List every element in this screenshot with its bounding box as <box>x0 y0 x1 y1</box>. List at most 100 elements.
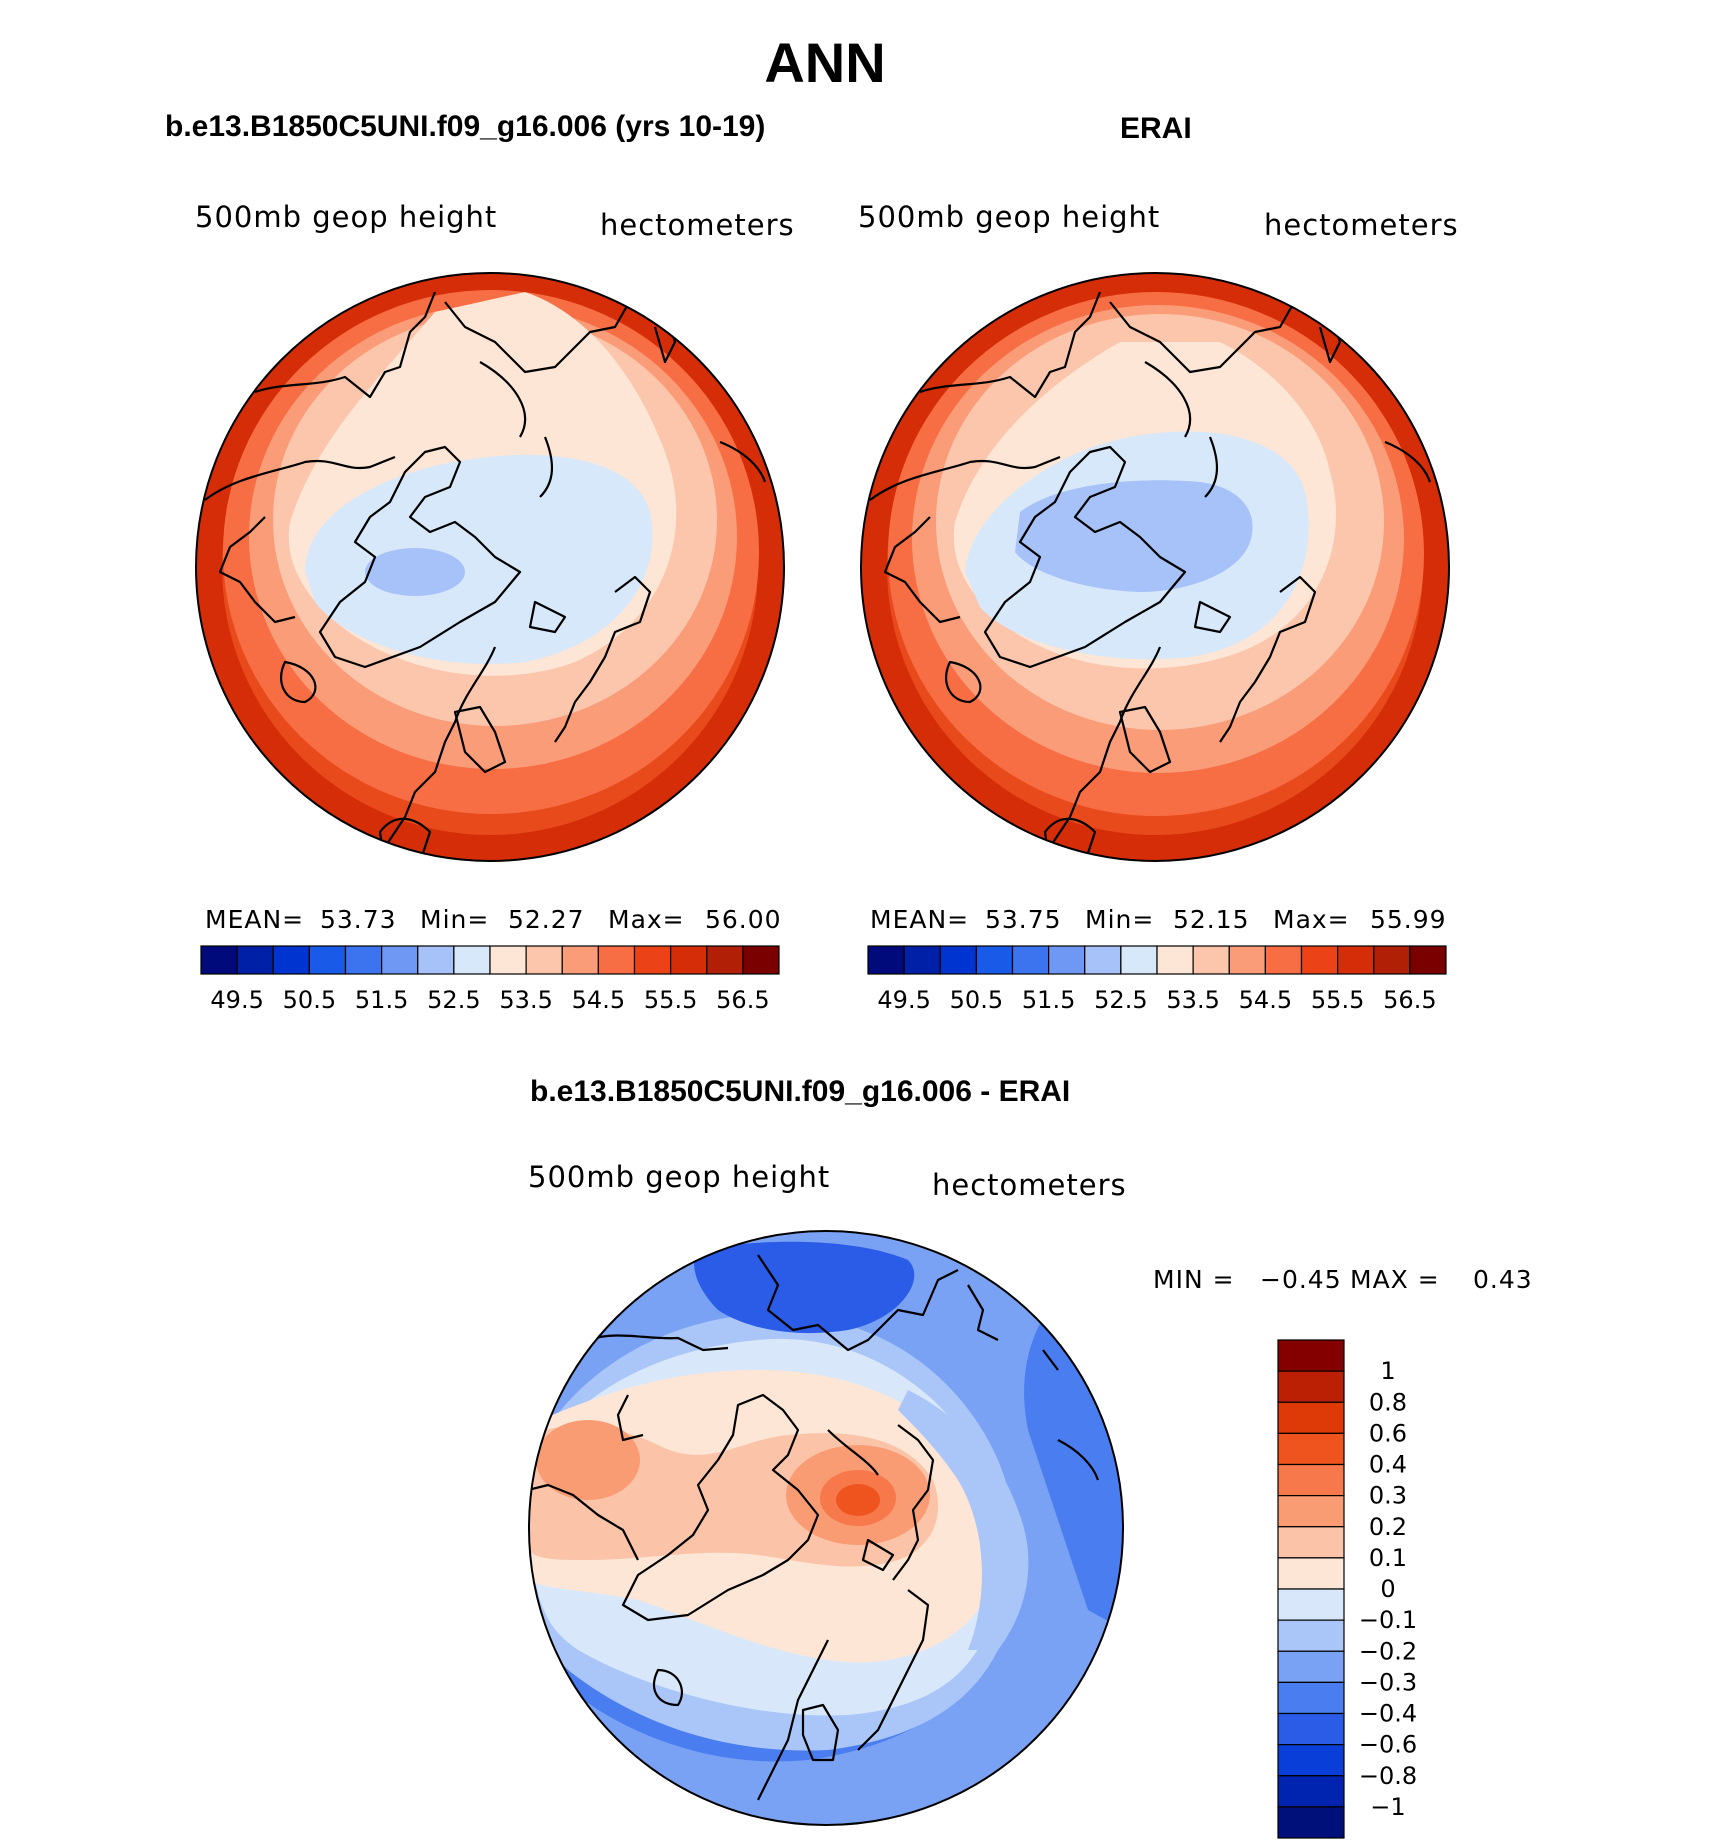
colorbar-tick-label: 1 <box>1380 1357 1395 1385</box>
colorbar-swatch-3 <box>308 945 347 975</box>
colorbar-tick-label: 53.5 <box>1166 986 1219 1014</box>
colorbar-tick-label: 52.5 <box>1094 986 1147 1014</box>
colorbar-swatch-9 <box>1192 945 1230 975</box>
colorbar-swatch-14 <box>1277 1775 1345 1808</box>
panel-erai-mean-value: 53.75 <box>985 905 1062 934</box>
band-pos-0.2-west <box>536 1420 640 1500</box>
colorbar-swatch-8 <box>1277 1588 1345 1621</box>
colorbar-tick-label: 55.5 <box>644 986 697 1014</box>
panel-diff-units-label: hectometers <box>932 1168 1127 1202</box>
panel-diff-colorbar: 1 0.8 0.6 0.4 0.3 0.2 0.1 0 −0.1 −0.2 −0.3 −0.4 −0.6… <box>1277 1339 1417 1839</box>
band-neg-0.1-east <box>898 1390 1029 1650</box>
colorbar-tick-label: −0.8 <box>1359 1762 1417 1790</box>
map-boundary <box>195 272 785 862</box>
colorbar-swatch-9 <box>525 945 563 975</box>
colorbar-swatch-1 <box>903 945 941 975</box>
panel-diff-min-value: −0.45 <box>1260 1265 1342 1294</box>
colorbar-swatch-6 <box>1277 1526 1345 1559</box>
colorbar-tick-label: 49.5 <box>877 986 930 1014</box>
panel-diff-variable-label: 500mb geop height <box>528 1160 831 1194</box>
colorbar-tick-label: 0.8 <box>1369 1388 1407 1416</box>
colorbar-swatch-4 <box>1277 1463 1345 1497</box>
colorbar-swatch-4 <box>1011 945 1050 975</box>
colorbar-tick-label: 0.1 <box>1369 1544 1407 1572</box>
colorbar-tick-label: 56.5 <box>716 986 769 1014</box>
colorbar-swatch-0 <box>200 945 238 975</box>
colorbar-swatch-13 <box>1277 1744 1345 1777</box>
panel-model-min-label: Min= <box>420 905 490 934</box>
colorbar-tick-label: 0.2 <box>1369 1513 1407 1541</box>
panel-model-min-value: 52.27 <box>508 905 585 934</box>
colorbar-tick-label: 0.6 <box>1369 1419 1407 1447</box>
colorbar-tick-label: −0.3 <box>1359 1668 1417 1696</box>
colorbar-swatch-2 <box>272 945 310 975</box>
colorbar-tick-label: 56.5 <box>1383 986 1436 1014</box>
panel-diff-polar-map <box>528 1230 1124 1826</box>
colorbar-tick-label: 0.3 <box>1369 1482 1407 1510</box>
panel-diff-max-value: 0.43 <box>1473 1265 1533 1294</box>
colorbar-tick-label: 0.4 <box>1369 1451 1407 1479</box>
panel-erai-min-value: 52.15 <box>1173 905 1250 934</box>
panel-erai-variable-label: 500mb geop height <box>858 200 1161 234</box>
colorbar-swatch-5 <box>1277 1495 1345 1528</box>
colorbar-swatch-13 <box>670 945 708 975</box>
colorbar-tick-label: 49.5 <box>210 986 263 1014</box>
colorbar-swatch-8 <box>1156 945 1194 975</box>
panel-model-title: b.e13.B1850C5UNI.f09_g16.006 (yrs 10-19) <box>165 110 766 143</box>
band-pos-0.4 <box>836 1484 880 1516</box>
colorbar-swatch-12 <box>1300 945 1339 975</box>
colorbar-swatch-8 <box>489 945 527 975</box>
panel-model-max-label: Max= <box>608 905 685 934</box>
panel-erai-min-label: Min= <box>1085 905 1155 934</box>
panel-model-variable-label: 500mb geop height <box>195 200 498 234</box>
contour-band-53 <box>305 454 653 664</box>
panel-model-polar-map <box>195 272 785 862</box>
colorbar-swatch-12 <box>633 945 672 975</box>
colorbar-swatch-2 <box>939 945 977 975</box>
colorbar-tick-label: −1 <box>1370 1793 1405 1821</box>
colorbar-tick-label: −0.1 <box>1359 1606 1417 1634</box>
band-neg-0.3-east <box>1024 1310 1123 1630</box>
colorbar-swatch-3 <box>1277 1432 1345 1466</box>
colorbar-tick-label: 51.5 <box>1022 986 1075 1014</box>
colorbar-swatch-4 <box>344 945 383 975</box>
colorbar-swatch-15 <box>742 945 780 975</box>
colorbar-swatch-0 <box>867 945 905 975</box>
colorbar-swatch-11 <box>1277 1681 1345 1715</box>
panel-diff-title: b.e13.B1850C5UNI.f09_g16.006 - ERAI <box>530 1075 1071 1108</box>
colorbar-tick-label: 0 <box>1380 1575 1395 1603</box>
panel-erai-mean-label: MEAN= <box>870 905 970 934</box>
panel-model-mean-value: 53.73 <box>320 905 397 934</box>
band-neg-0.3 <box>529 1231 1123 1825</box>
colorbar-swatch-13 <box>1337 945 1375 975</box>
colorbar-swatch-10 <box>1228 945 1266 975</box>
colorbar-tick-label: 50.5 <box>950 986 1003 1014</box>
panel-model-max-value: 56.00 <box>705 905 782 934</box>
colorbar-tick-label: 54.5 <box>572 986 625 1014</box>
panel-erai-colorbar: 49.5 50.5 51.5 52.5 53.5 54.5 55.5 56.5 <box>867 945 1447 1014</box>
colorbar-swatch-5 <box>1048 945 1086 975</box>
figure-title: ANN <box>764 31 886 94</box>
panel-model-colorbar: 49.5 50.5 51.5 52.5 53.5 54.5 55.5 56.5 <box>200 945 780 1014</box>
colorbar-swatch-5 <box>381 945 419 975</box>
panel-erai-max-label: Max= <box>1273 905 1350 934</box>
colorbar-swatch-11 <box>597 945 636 975</box>
panel-erai-polar-map <box>860 272 1450 862</box>
colorbar-tick-label: 54.5 <box>1239 986 1292 1014</box>
panel-erai-units-label: hectometers <box>1264 208 1459 242</box>
colorbar-tick-label: 52.5 <box>427 986 480 1014</box>
panel-diff-max-label: MAX = <box>1350 1265 1440 1294</box>
colorbar-tick-label: 50.5 <box>283 986 336 1014</box>
contour-band-52.5 <box>365 548 465 596</box>
colorbar-swatch-0 <box>1277 1339 1345 1372</box>
panel-diff-min-label: MIN = <box>1153 1265 1235 1294</box>
colorbar-swatch-1 <box>1277 1370 1345 1403</box>
colorbar-swatch-10 <box>1277 1650 1345 1683</box>
panel-model-units-label: hectometers <box>600 208 795 242</box>
colorbar-swatch-15 <box>1277 1806 1345 1839</box>
colorbar-swatch-10 <box>561 945 599 975</box>
colorbar-swatch-2 <box>1277 1401 1345 1434</box>
panel-erai-max-value: 55.99 <box>1370 905 1447 934</box>
colorbar-swatch-6 <box>1084 945 1122 975</box>
colorbar-tick-label: 53.5 <box>499 986 552 1014</box>
